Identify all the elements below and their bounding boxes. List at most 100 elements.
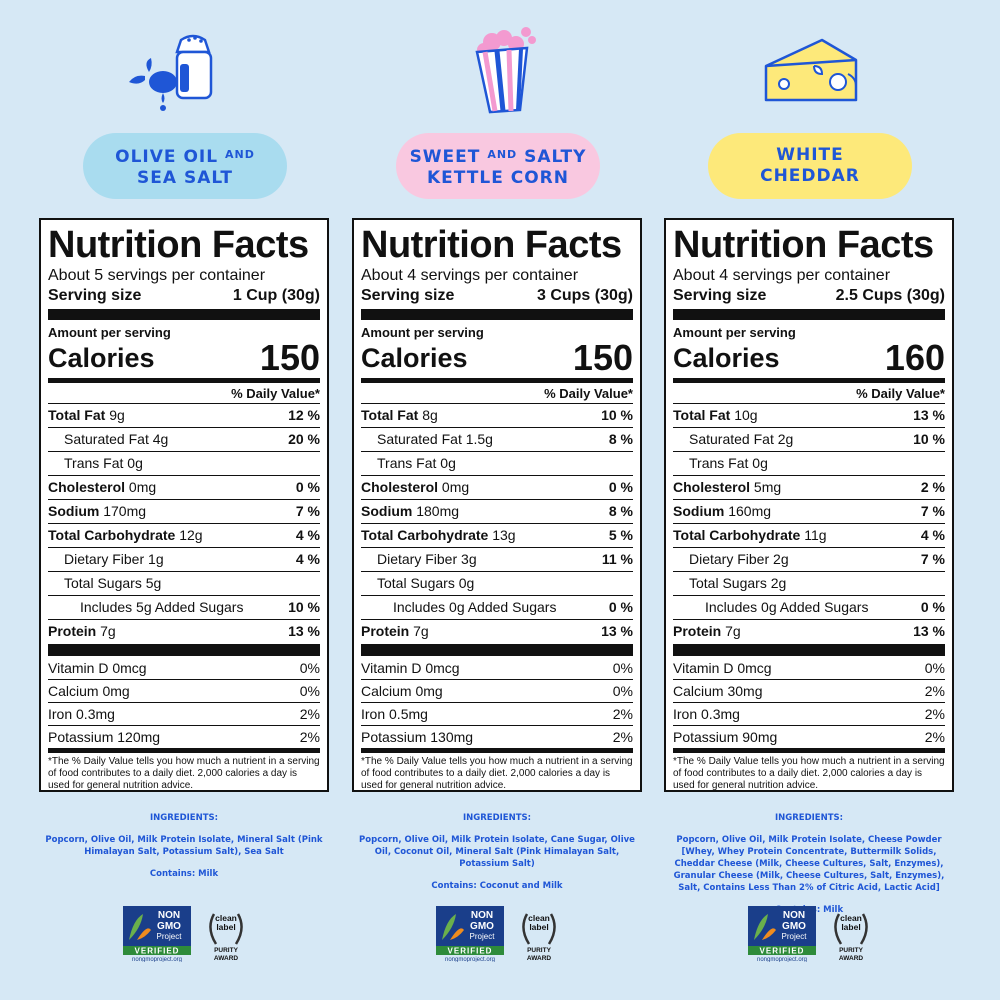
nutrition-facts-label: Nutrition Facts About 5 servings per cont… bbox=[39, 218, 329, 792]
nutrient-row: Saturated Fat 2g 10 % bbox=[673, 428, 945, 452]
footnote: *The % Daily Value tells you how much a … bbox=[673, 748, 945, 792]
vitamin-row: Vitamin D 0mcg 0% bbox=[48, 657, 320, 680]
nutrient-amount: 1g bbox=[148, 551, 164, 567]
serving-size-row: Serving size 1 Cup (30g) bbox=[48, 286, 320, 306]
nutrient-amount: 12g bbox=[179, 527, 203, 543]
nutrient-row: Protein 7g 13 % bbox=[673, 620, 945, 643]
calories-label: Calories bbox=[673, 343, 780, 373]
servings-per-container: About 4 servings per container bbox=[673, 267, 891, 284]
nutrient-row: Sodium 170mg 7 % bbox=[48, 500, 320, 524]
nutrient-row: Total Sugars 5g bbox=[48, 572, 320, 596]
nutrient-label: Trans Fat bbox=[64, 455, 124, 471]
nutrient-name: Includes 5g Added Sugars bbox=[48, 596, 243, 619]
nutrient-row: Includes 0g Added Sugars 0 % bbox=[673, 596, 945, 620]
badge-text: GMO bbox=[157, 921, 181, 932]
nutrient-amount: 0mg bbox=[441, 479, 470, 495]
nutrient-label: Trans Fat bbox=[377, 455, 437, 471]
badges: NON GMO Project VERIFIED nongmoproject.org cl… bbox=[123, 906, 273, 964]
nutrient-name: Protein 7g bbox=[48, 620, 116, 643]
nutrient-row: Dietary Fiber 1g 4 % bbox=[48, 548, 320, 572]
nutrient-amount: 0mg bbox=[128, 479, 157, 495]
nutrient-name: Dietary Fiber 3g bbox=[361, 548, 477, 571]
badge-text: NON bbox=[783, 910, 805, 921]
nutrition-facts-title: Nutrition Facts bbox=[673, 224, 934, 266]
flavor-name-line1: SWEET bbox=[409, 146, 481, 167]
nutrient-label: Includes 0g Added Sugars bbox=[393, 599, 557, 615]
nutrition-facts-label: Nutrition Facts About 4 servings per cont… bbox=[352, 218, 642, 792]
nutrient-daily-value: 7 % bbox=[920, 551, 945, 567]
nutrient-daily-value: 0 % bbox=[920, 599, 945, 615]
nutrient-label: Dietary Fiber bbox=[689, 551, 770, 567]
nutrient-amount: 3g bbox=[461, 551, 477, 567]
nutrient-amount: 160mg bbox=[728, 503, 772, 519]
divider-thick bbox=[361, 309, 633, 320]
nutrient-amount: 13g bbox=[492, 527, 516, 543]
badge-text: PURITY bbox=[214, 947, 239, 954]
flavor-pill: WHITE CHEDDAR bbox=[708, 133, 912, 199]
badge-verified: VERIFIED bbox=[760, 947, 805, 956]
nutrient-name: Includes 0g Added Sugars bbox=[361, 596, 556, 619]
nutrient-amount: 0g bbox=[127, 455, 143, 471]
daily-value-header: % Daily Value* bbox=[48, 385, 320, 404]
vitamin-row: Iron 0.3mg 2% bbox=[673, 703, 945, 726]
nutrient-label: Saturated Fat bbox=[689, 431, 774, 447]
nutrient-name: Total Carbohydrate 11g bbox=[673, 524, 827, 547]
vitamin-row: Vitamin D 0mcg 0% bbox=[361, 657, 633, 680]
nutrient-row: Sodium 160mg 7 % bbox=[673, 500, 945, 524]
nutrient-amount: 8g bbox=[422, 407, 438, 423]
nutrient-amount: 180mg bbox=[416, 503, 460, 519]
servings-per-container: About 5 servings per container bbox=[48, 267, 266, 284]
serving-size-label: Serving size bbox=[48, 287, 142, 304]
flavor-name-line1: WHITE bbox=[776, 145, 844, 165]
nutrient-row: Cholesterol 0mg 0 % bbox=[48, 476, 320, 500]
nutrient-name: Saturated Fat 2g bbox=[673, 428, 793, 451]
nutrient-name: Total Sugars 0g bbox=[361, 572, 474, 595]
nutrient-label: Sodium bbox=[673, 503, 725, 519]
serving-size-value: 1 Cup (30g) bbox=[232, 287, 320, 304]
calories-label: Calories bbox=[361, 343, 468, 373]
badge-text: AWARD bbox=[839, 955, 864, 962]
nutrient-label: Cholesterol bbox=[673, 479, 751, 495]
nutrient-row: Protein 7g 13 % bbox=[361, 620, 633, 643]
nutrient-name: Cholesterol 0mg bbox=[48, 476, 156, 499]
nutrition-facts-label: Nutrition Facts About 4 servings per cont… bbox=[664, 218, 954, 792]
nutrient-amount: 170mg bbox=[103, 503, 147, 519]
nutrient-daily-value: 10 % bbox=[288, 599, 320, 615]
nutrient-row: Cholesterol 0mg 0 % bbox=[361, 476, 633, 500]
badge-url: nongmoproject.org bbox=[132, 957, 182, 962]
badge-text: PURITY bbox=[839, 947, 864, 954]
badges: NON GMO Project VERIFIED nongmoproject.org cl… bbox=[436, 906, 586, 964]
nutrient-label: Saturated Fat bbox=[64, 431, 149, 447]
nutrient-name: Dietary Fiber 2g bbox=[673, 548, 789, 571]
nutrient-row: Total Carbohydrate 12g 4 % bbox=[48, 524, 320, 548]
badge-text: AWARD bbox=[527, 955, 552, 962]
nutrient-amount: 0g bbox=[458, 575, 475, 591]
vitamin-label: Calcium 30mg bbox=[673, 683, 763, 699]
calories-row: Calories 150 bbox=[361, 340, 633, 376]
divider-medium bbox=[673, 378, 945, 383]
vitamin-label: Vitamin D 0mcg bbox=[48, 660, 147, 676]
nutrient-label: Cholesterol bbox=[361, 479, 439, 495]
nutrient-row: Dietary Fiber 2g 7 % bbox=[673, 548, 945, 572]
serving-size-label: Serving size bbox=[361, 287, 455, 304]
nutrient-row: Total Sugars 2g bbox=[673, 572, 945, 596]
nutrient-amount: 11g bbox=[804, 527, 827, 543]
ingredients-title: INGREDIENTS: bbox=[774, 813, 844, 823]
calories-label: Calories bbox=[48, 343, 155, 373]
nutrient-name: Trans Fat 0g bbox=[673, 452, 768, 475]
nutrient-daily-value: 8 % bbox=[608, 503, 633, 519]
nutrient-amount: 2g bbox=[777, 431, 794, 447]
olive-oil-salt-shaker-icon bbox=[119, 18, 249, 118]
badge-text: GMO bbox=[470, 921, 494, 932]
vitamin-label: Vitamin D 0mcg bbox=[673, 660, 772, 676]
nutrient-label: Protein bbox=[361, 623, 410, 639]
flavor-name-and: AND bbox=[224, 147, 255, 161]
nutrient-row: Total Carbohydrate 13g 5 % bbox=[361, 524, 633, 548]
badge-verified: VERIFIED bbox=[448, 947, 493, 956]
serving-size-value: 3 Cups (30g) bbox=[536, 287, 633, 304]
calories-value: 160 bbox=[884, 337, 945, 378]
nutrient-name: Dietary Fiber 1g bbox=[48, 548, 164, 571]
